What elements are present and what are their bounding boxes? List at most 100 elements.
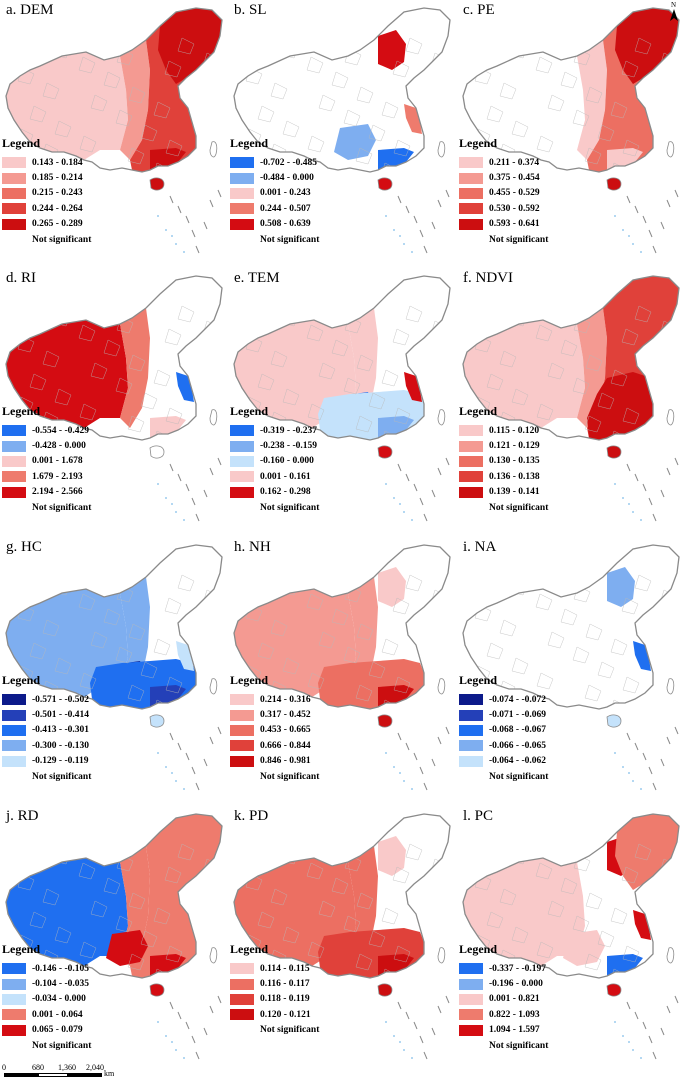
legend-item: -0.413 - -0.301	[2, 723, 122, 738]
panel-title: j. RD	[6, 808, 39, 824]
legend-swatch	[2, 455, 26, 467]
legend-item-not-significant: Not significant	[2, 232, 122, 247]
map-legend: Legend -0.074 - -0.072 -0.071 - -0.069 -0.0…	[459, 673, 579, 784]
legend-item: -0.074 - -0.072	[459, 692, 579, 707]
legend-label: 0.846 - 0.981	[260, 756, 311, 767]
map-legend: Legend 0.143 - 0.184 0.185 - 0.214 0.215 - …	[2, 136, 122, 247]
legend-item-not-significant: Not significant	[230, 500, 350, 515]
legend-item: 0.317 - 0.452	[230, 707, 350, 722]
legend-label: 0.118 - 0.119	[260, 994, 310, 1005]
legend-heading: Legend	[459, 673, 498, 687]
legend-label: 0.822 - 1.093	[489, 1009, 540, 1020]
map-legend: Legend 0.214 - 0.316 0.317 - 0.452 0.453 - …	[230, 673, 350, 784]
legend-label: Not significant	[32, 1040, 92, 1051]
legend-item: 0.455 - 0.529	[459, 186, 579, 201]
legend-label: 0.317 - 0.452	[260, 710, 311, 721]
map-region-west	[463, 320, 585, 428]
legend-label: -0.129 - -0.119	[32, 756, 89, 767]
map-panel: l. PC Legend -0.337 - -0.197 -0.196 - 0.000…	[457, 806, 685, 1074]
legend-item: -0.146 - -0.105	[2, 961, 122, 976]
legend-item: -0.702 - -0.485	[230, 155, 350, 170]
legend-swatch	[230, 1024, 254, 1036]
legend-item-not-significant: Not significant	[2, 1038, 122, 1053]
north-arrow-icon: N	[668, 1, 680, 22]
legend-swatch	[459, 502, 483, 514]
legend-item: 0.375 - 0.454	[459, 170, 579, 185]
legend-item: 0.001 - 1.678	[2, 454, 122, 469]
legend-label: 2.194 - 2.566	[32, 487, 83, 498]
legend-item-not-significant: Not significant	[459, 769, 579, 784]
legend-swatch	[230, 218, 254, 230]
legend-label: -0.501 - -0.414	[32, 710, 89, 721]
legend-label: Not significant	[489, 502, 549, 513]
legend-swatch	[230, 978, 254, 990]
map-region-west	[6, 52, 128, 160]
map-region-centralS	[106, 930, 148, 966]
legend-label: -0.428 - 0.000	[32, 441, 86, 452]
legend-item: -0.337 - -0.197	[459, 961, 579, 976]
legend-item: 0.211 - 0.374	[459, 155, 579, 170]
legend-swatch	[459, 771, 483, 783]
map-region-centralS	[334, 124, 376, 160]
scale-tick-2: 1,360	[58, 1063, 76, 1072]
china-map	[5, 7, 223, 254]
legend-swatch	[2, 724, 26, 736]
legend-swatch	[230, 709, 254, 721]
panel-title: b. SL	[234, 2, 267, 18]
map-panel: e. TEM Legend -0.319 - -0.237 -0.238 - -0.1…	[228, 268, 456, 536]
legend-label: 0.244 - 0.264	[32, 203, 83, 214]
map-region-southcoast	[150, 148, 186, 170]
map-panel: k. PD Legend 0.114 - 0.115 0.116 - 0.117 0.1…	[228, 806, 456, 1074]
china-map	[233, 544, 451, 791]
legend-label: -0.064 - -0.062	[489, 756, 546, 767]
map-region-northeast	[615, 8, 679, 84]
legend-label: -0.160 - 0.000	[260, 456, 314, 467]
legend-item-not-significant: Not significant	[230, 1023, 350, 1038]
panel-title: l. PC	[463, 808, 494, 824]
map-region-west	[6, 320, 128, 428]
map-region-southcoast	[378, 685, 414, 707]
map-region-southeast	[587, 372, 653, 440]
legend-label: 0.116 - 0.117	[260, 979, 310, 990]
scale-tick-3: 2,040	[86, 1063, 104, 1072]
china-map	[233, 275, 451, 522]
legend-swatch	[459, 440, 483, 452]
legend-label: -0.300 - -0.130	[32, 740, 89, 751]
legend-swatch	[459, 187, 483, 199]
legend-swatch	[459, 963, 483, 975]
map-region-midwest	[120, 308, 150, 428]
legend-label: 0.001 - 0.064	[32, 1009, 83, 1020]
map-region-west	[463, 858, 585, 966]
legend-item: 0.530 - 0.592	[459, 201, 579, 216]
legend-label: 0.130 - 0.135	[489, 456, 540, 467]
legend-item: -0.071 - -0.069	[459, 707, 579, 722]
legend-item-not-significant: Not significant	[459, 1038, 579, 1053]
map-panel: j. RD Legend -0.146 - -0.105 -0.104 - -0.03…	[0, 806, 228, 1074]
legend-item: -0.484 - 0.000	[230, 170, 350, 185]
legend-swatch	[2, 694, 26, 706]
legend-heading: Legend	[2, 136, 41, 150]
map-region-eastcoast	[633, 910, 651, 940]
legend-label: -0.571 - -0.502	[32, 694, 89, 705]
legend-swatch	[459, 724, 483, 736]
legend-label: 0.508 - 0.639	[260, 219, 311, 230]
legend-item: 1.679 - 2.193	[2, 469, 122, 484]
china-map	[233, 7, 451, 254]
legend-item: 0.118 - 0.119	[230, 992, 350, 1007]
legend-heading: Legend	[230, 673, 269, 687]
legend-swatch	[230, 694, 254, 706]
legend-label: -0.066 - -0.065	[489, 740, 546, 751]
legend-swatch	[2, 471, 26, 483]
panel-title: h. NH	[234, 539, 271, 555]
legend-label: 0.211 - 0.374	[489, 157, 540, 168]
legend-item: 0.185 - 0.214	[2, 170, 122, 185]
map-panel: f. NDVI Legend 0.115 - 0.120 0.121 - 0.129 0…	[457, 268, 685, 536]
map-region-eastcoast	[176, 641, 194, 671]
panel-title: k. PD	[234, 808, 269, 824]
map-region-southcoast	[150, 954, 186, 976]
panel-title: e. TEM	[234, 270, 280, 286]
north-label: N	[671, 1, 677, 9]
legend-swatch	[230, 486, 254, 498]
legend-item: -0.501 - -0.414	[2, 707, 122, 722]
legend-swatch	[230, 203, 254, 215]
